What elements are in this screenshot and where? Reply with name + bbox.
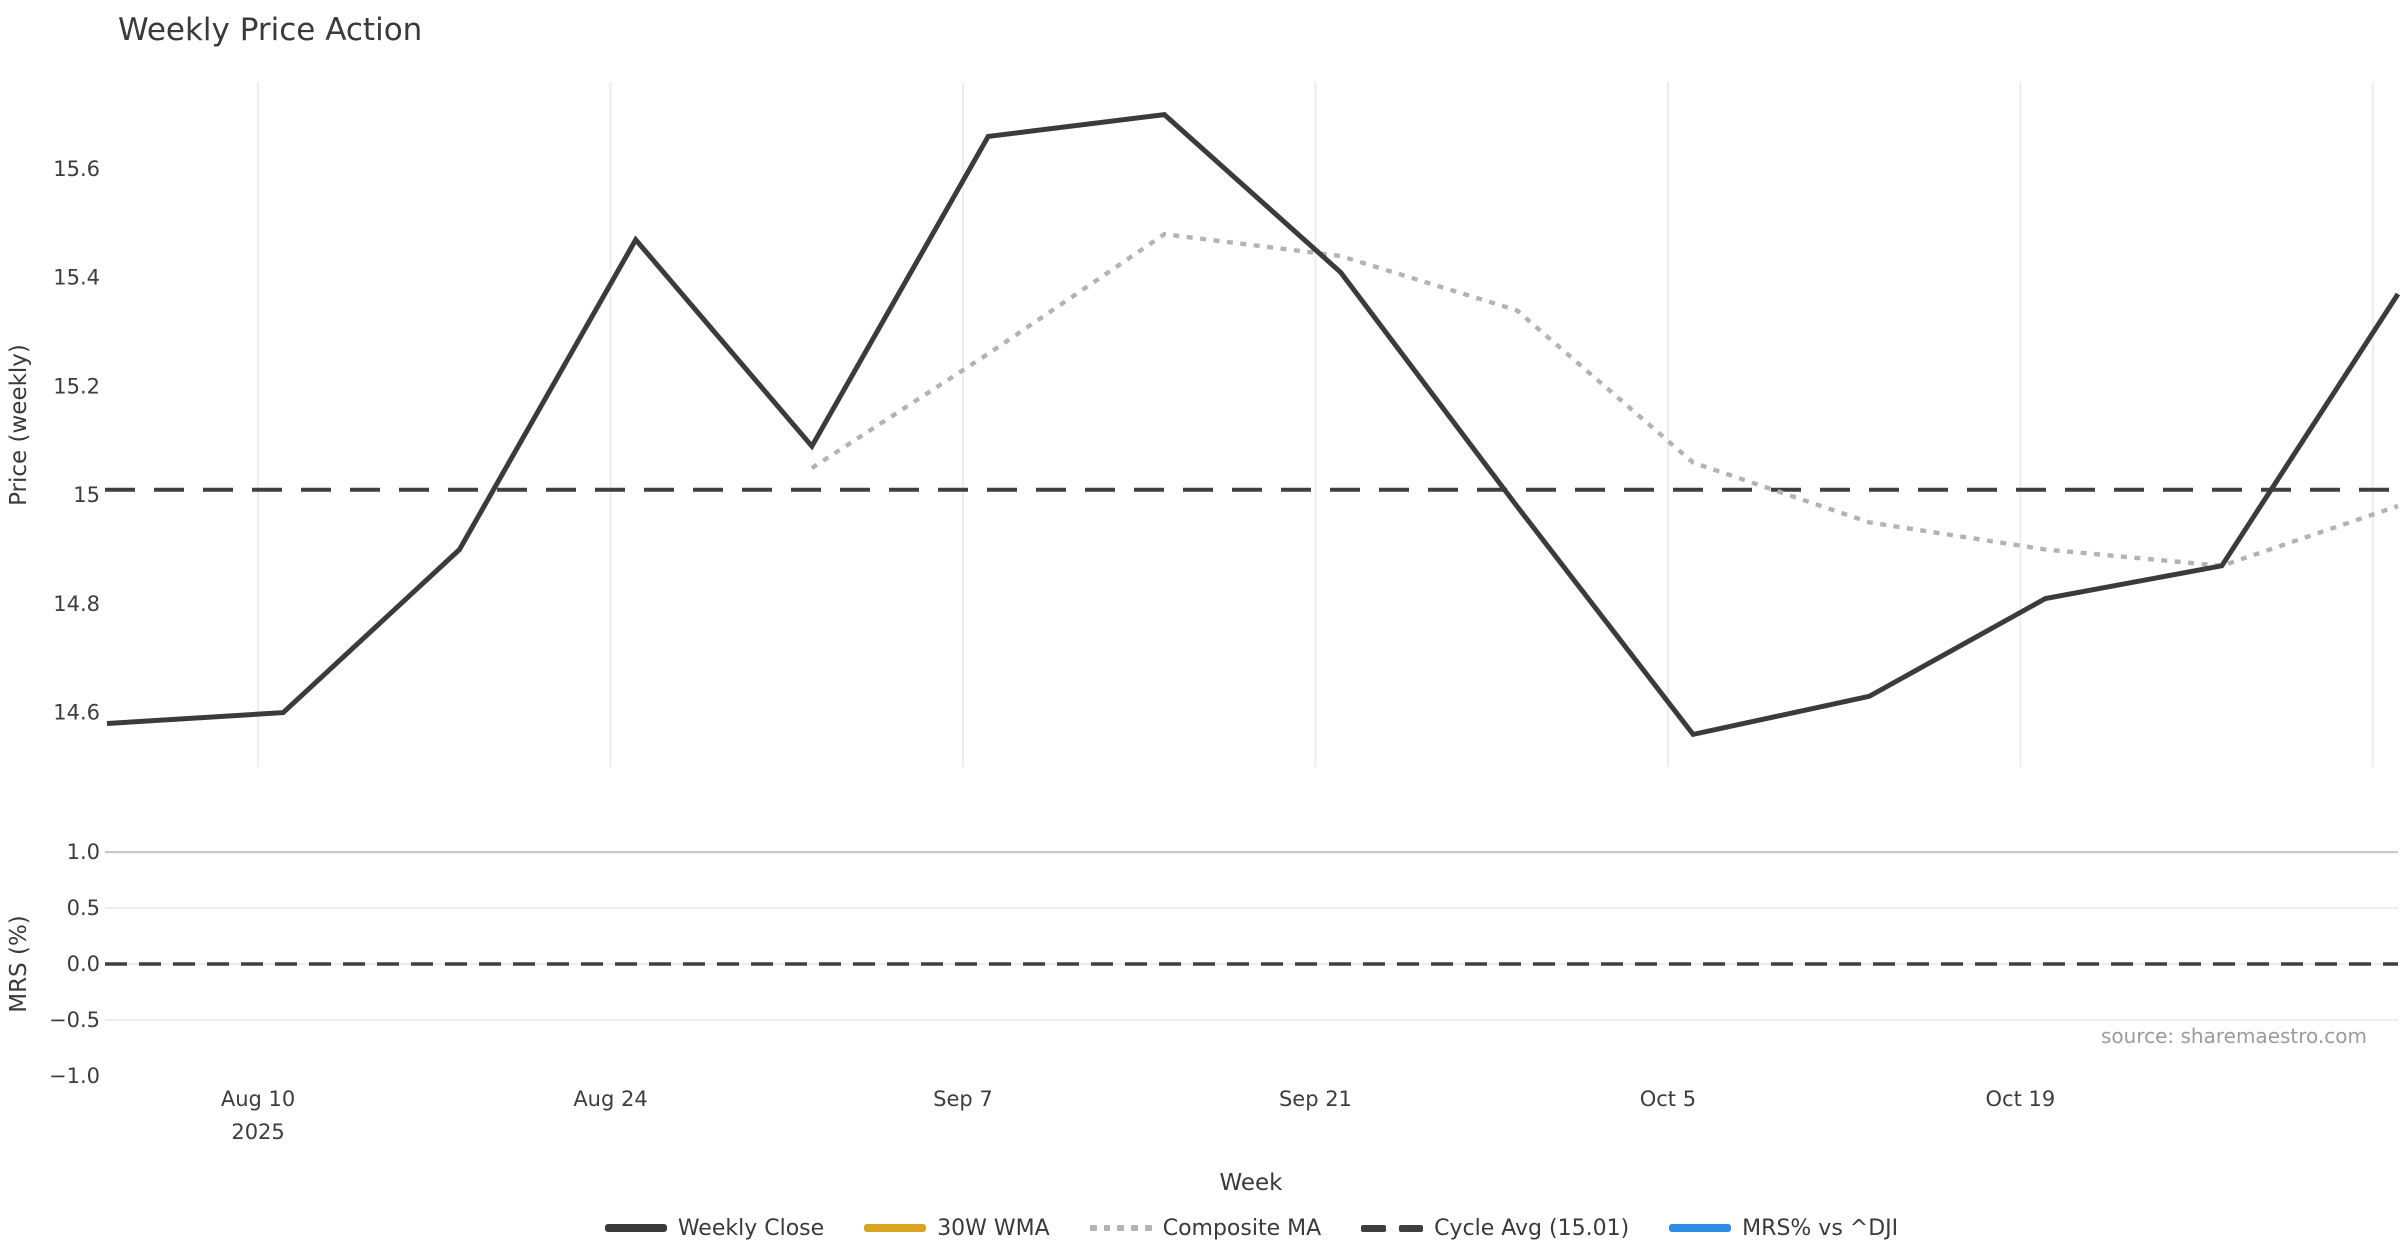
source-note: source: sharemaestro.com — [2101, 1024, 2367, 1048]
legend-dot — [1144, 1225, 1152, 1231]
mrs-tick-label: 0.0 — [67, 952, 100, 976]
weekly-close-line — [106, 111, 2400, 738]
date-tick-label: Oct 19 — [1986, 1087, 2056, 1111]
top-chart-gridlines — [257, 82, 2374, 767]
date-tick-label: Sep 21 — [1279, 1087, 1352, 1111]
legend-item: Composite MA — [1089, 1215, 1322, 1241]
legend-dot — [1131, 1225, 1138, 1231]
legend-item-label: 30W WMA — [937, 1215, 1050, 1241]
bottom-chart-gridlines — [105, 851, 2398, 1021]
legend-item: Cycle Avg (15.01) — [1361, 1216, 1629, 1241]
price-tick-label: 15 — [73, 483, 100, 507]
legend-item: Weekly Close — [604, 1215, 825, 1241]
price-tick-label: 14.6 — [53, 701, 100, 725]
mrs-tick-label: 0.5 — [67, 896, 100, 920]
legend-swatch-solid — [1669, 1224, 1732, 1232]
series-lines — [105, 111, 2400, 966]
price-tick-label: 15.4 — [53, 266, 100, 290]
legend-item: 30W WMA — [864, 1216, 1050, 1241]
legend-dash — [1398, 1224, 1424, 1232]
price-tick-label: 15.2 — [53, 374, 100, 398]
date-tick-label: Sep 7 — [933, 1087, 993, 1111]
mrs-tick-label: −1.0 — [49, 1064, 100, 1088]
legend-item-label: Cycle Avg (15.01) — [1434, 1215, 1630, 1241]
mrs-tick-label: 1.0 — [67, 840, 100, 864]
legend-dot — [1117, 1225, 1125, 1231]
price-tick-label: 15.6 — [53, 157, 100, 181]
legend: Weekly Close 30W WMA Composite MA Cycle Avg… — [105, 1206, 2398, 1250]
legend-swatch-solid — [864, 1224, 927, 1232]
legend-swatch-solid — [604, 1224, 667, 1232]
legend-swatch-dashed — [1361, 1224, 1424, 1232]
price-tick-label: 14.8 — [53, 592, 100, 616]
legend-item-label: Weekly Close — [677, 1215, 825, 1241]
mrs-axis-label: MRS (%) — [6, 915, 32, 1013]
date-tick-label: Oct 5 — [1640, 1087, 1696, 1111]
legend-item: MRS% vs ^DJI — [1669, 1216, 1898, 1241]
legend-dot — [1089, 1225, 1097, 1231]
price-axis-label: Price (weekly) — [6, 344, 32, 506]
composite-ma-line — [810, 231, 2399, 569]
legend-dot — [1103, 1225, 1111, 1231]
tick-labels: 15.6 15.4 15.2 15 14.8 14.6 1.0 0.5 0.0 −0.5 −1.0 A… — [49, 157, 2055, 1144]
chart-title: Weekly Price Action — [118, 12, 422, 48]
date-tick-year-label: 2025 — [231, 1120, 284, 1144]
x-axis-label: Week — [1219, 1170, 1283, 1196]
mrs-tick-label: −0.5 — [49, 1008, 100, 1032]
legend-item-label: Composite MA — [1162, 1215, 1322, 1241]
date-tick-label: Aug 24 — [573, 1087, 647, 1111]
legend-item-label: MRS% vs ^DJI — [1742, 1215, 1899, 1241]
legend-dash — [1361, 1224, 1386, 1232]
legend-swatch-dotted — [1089, 1225, 1152, 1231]
date-tick-label: Aug 10 — [221, 1087, 295, 1111]
